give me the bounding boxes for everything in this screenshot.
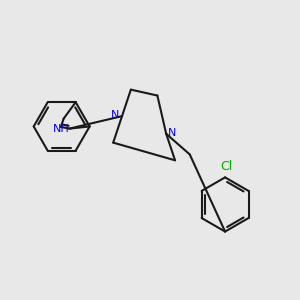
Text: NH: NH xyxy=(53,124,70,134)
Text: N: N xyxy=(111,110,120,120)
Text: Cl: Cl xyxy=(220,160,233,173)
Text: N: N xyxy=(168,128,176,138)
